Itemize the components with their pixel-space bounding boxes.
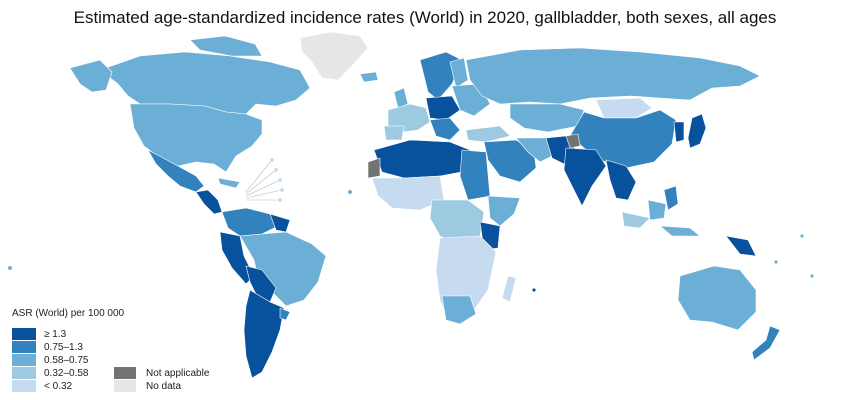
- island-pacific-2: [800, 234, 804, 238]
- region-not-applicable-africa: [367, 157, 381, 179]
- region-uruguay: [279, 307, 291, 321]
- region-central-asia: [509, 103, 585, 133]
- region-turkey: [465, 125, 511, 143]
- region-indonesia-east: [659, 225, 701, 237]
- region-iran: [515, 137, 557, 163]
- region-indonesia: [621, 211, 651, 229]
- legend-swatch: [114, 367, 136, 379]
- region-iceland: [359, 71, 379, 83]
- region-japan: [687, 113, 707, 149]
- legend-swatch: [114, 380, 136, 392]
- legend-swatch: [12, 328, 36, 340]
- region-horn: [487, 195, 521, 227]
- region-korea: [673, 121, 685, 143]
- region-new-zealand: [751, 325, 781, 361]
- region-caribbean: [217, 177, 241, 189]
- legend-swatch: [12, 341, 36, 353]
- region-central-europe: [425, 95, 461, 121]
- island-atlantic: [348, 190, 352, 194]
- region-uk: [393, 87, 409, 109]
- region-australia: [677, 265, 757, 331]
- region-canada: [99, 51, 311, 115]
- region-not-applicable-asia: [565, 133, 581, 149]
- island-pacific-1: [8, 266, 12, 270]
- region-png: [725, 235, 757, 257]
- region-madagascar: [501, 275, 517, 303]
- region-mongolia: [595, 97, 653, 119]
- region-greenland: [299, 31, 369, 81]
- region-egypt-sudan: [459, 149, 491, 201]
- legend-item: < 0.32: [12, 380, 72, 392]
- region-usa: [129, 103, 263, 173]
- region-philippines: [663, 185, 679, 211]
- legend-swatch: [12, 380, 36, 392]
- island-indian: [532, 288, 536, 292]
- legend-item-not-applicable: Not applicable: [114, 367, 209, 379]
- region-northern-sa: [221, 207, 283, 237]
- region-russia: [465, 47, 761, 105]
- region-southern-cone: [243, 289, 285, 379]
- legend-item: 0.32–0.58: [12, 367, 89, 379]
- region-se-asia: [605, 159, 637, 201]
- legend-title: ASR (World) per 100 000: [12, 308, 125, 319]
- region-arctic-islands: [189, 35, 263, 57]
- legend-item: 0.58–0.75: [12, 354, 89, 366]
- legend-item: 0.75–1.3: [12, 341, 83, 353]
- region-central-america: [195, 189, 223, 215]
- legend-swatch: [12, 367, 36, 379]
- region-north-africa: [373, 139, 473, 179]
- map-title: Estimated age-standardized incidence rat…: [73, 8, 777, 27]
- region-balkans: [429, 117, 461, 141]
- legend-item-no-data: No data: [114, 380, 181, 392]
- legend-swatch: [12, 354, 36, 366]
- island-pacific-3: [810, 274, 814, 278]
- region-india: [563, 147, 607, 207]
- region-south-africa: [441, 295, 477, 325]
- island-pacific-4: [774, 260, 778, 264]
- legend-item: ≥ 1.3: [12, 328, 66, 340]
- region-borneo: [647, 199, 667, 221]
- region-finland: [449, 57, 469, 89]
- region-iberia: [383, 125, 405, 141]
- region-alaska: [69, 59, 113, 93]
